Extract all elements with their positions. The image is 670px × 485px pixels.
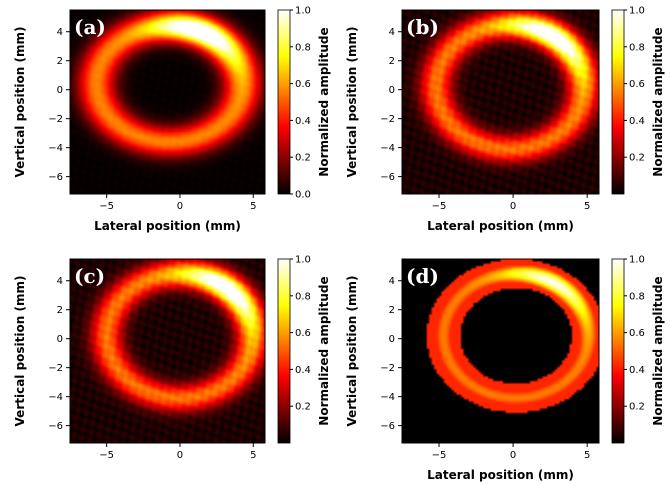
plot-frame — [69, 9, 266, 195]
y-axis-label: Vertical position (mm) — [13, 276, 27, 427]
y-tick-label: 2 — [57, 305, 63, 316]
panel-label: (b) — [406, 15, 439, 39]
y-tick-label: −4 — [48, 143, 63, 154]
colorbar-tick-label: 0.4 — [629, 365, 645, 376]
y-axis-label: Vertical position (mm) — [345, 276, 359, 427]
y-tick-label: 0 — [389, 85, 395, 96]
colorbar-tick-label: 0.4 — [629, 116, 645, 127]
y-tick-label: −4 — [380, 143, 395, 154]
colorbar-tick-label: 0.6 — [295, 328, 311, 339]
colorbar-label: Normalized amplitude — [317, 27, 331, 176]
panel-label: (d) — [406, 264, 439, 288]
y-tick-label: 4 — [57, 276, 63, 287]
y-tick-label: −6 — [380, 421, 395, 432]
y-tick-label: −2 — [380, 114, 395, 125]
plot-frame — [401, 9, 600, 195]
x-tick-label: −5 — [432, 450, 447, 461]
y-tick-label: −2 — [48, 114, 63, 125]
x-axis-label: Lateral position (mm) — [427, 219, 574, 233]
colorbar-tick-label: 0.8 — [629, 42, 645, 53]
y-tick-label: 0 — [57, 334, 63, 345]
heatmap-image — [70, 10, 265, 194]
heatmap-image — [402, 259, 599, 443]
colorbar-tick-label: 0.2 — [629, 402, 645, 413]
y-tick-label: −4 — [48, 392, 63, 403]
colorbar-tick-label: 0.6 — [629, 328, 645, 339]
panel-1: (a) −5 0 5 4 2 0 −2 −4 −6 Lateral position (mm) Ver… — [13, 6, 331, 234]
colorbar-tick-label: 1.0 — [295, 6, 311, 17]
y-tick-label: −6 — [48, 172, 63, 183]
colorbar-tick-label: 0.0 — [295, 190, 311, 201]
y-tick-label: −2 — [48, 363, 63, 374]
y-tick-label: 2 — [57, 56, 63, 67]
colorbar-tick-label: 0.2 — [629, 153, 645, 164]
y-tick-label: 2 — [389, 305, 395, 316]
colorbar-label: Normalized amplitude — [317, 276, 331, 425]
colorbar-tick-label: 1.0 — [629, 255, 645, 266]
panel-2: (b) −5 0 5 4 2 0 −2 −4 −6 Lateral position (mm) Ver… — [345, 6, 665, 234]
colorbar-tick-label: 0.4 — [295, 116, 311, 127]
y-axis-label: Vertical position (mm) — [13, 27, 27, 178]
x-axis-label: Lateral position (mm) — [427, 468, 574, 482]
y-tick-label: 0 — [57, 85, 63, 96]
colorbar-tick-label: 0.2 — [295, 402, 311, 413]
y-tick-label: 2 — [389, 56, 395, 67]
colorbar-tick-label: 0.8 — [295, 42, 311, 53]
y-tick-label: −6 — [48, 421, 63, 432]
colorbar-tick-label: 0.8 — [295, 291, 311, 302]
y-axis-label: Vertical position (mm) — [345, 27, 359, 178]
y-tick-label: −4 — [380, 392, 395, 403]
y-tick-label: 4 — [57, 27, 63, 38]
panel-4: (d) −5 0 5 4 2 0 −2 −4 −6 Lateral position (mm) Ver… — [345, 255, 665, 483]
heatmap-image — [402, 10, 599, 194]
colorbar-tick-label: 0.8 — [629, 291, 645, 302]
x-tick-label: −5 — [99, 201, 114, 212]
x-tick-label: 0 — [177, 201, 183, 212]
colorbar-label: Normalized amplitude — [651, 27, 665, 176]
plot-frame — [69, 258, 266, 444]
colorbar-label: Normalized amplitude — [651, 276, 665, 425]
colorbar — [611, 9, 625, 195]
colorbar — [277, 9, 291, 195]
colorbar-tick-label: 1.0 — [629, 6, 645, 17]
x-tick-label: 0 — [510, 201, 516, 212]
plot-frame — [401, 258, 600, 444]
panel-3: (c) −5 0 5 4 2 0 −2 −4 −6 Vertical position (mm) 0.… — [13, 255, 331, 462]
heatmap-image — [70, 259, 265, 443]
colorbar-tick-label: 0.4 — [295, 365, 311, 376]
x-axis-label: Lateral position (mm) — [94, 219, 241, 233]
y-tick-label: −6 — [380, 172, 395, 183]
colorbar — [611, 258, 625, 444]
colorbar — [277, 258, 291, 444]
x-tick-label: 0 — [510, 450, 516, 461]
y-tick-label: 4 — [389, 276, 395, 287]
colorbar-tick-label: 0.2 — [295, 153, 311, 164]
x-tick-label: −5 — [432, 201, 447, 212]
x-tick-label: 5 — [584, 201, 590, 212]
x-tick-label: 5 — [250, 450, 256, 461]
y-tick-label: −2 — [380, 363, 395, 374]
y-tick-label: 0 — [389, 334, 395, 345]
colorbar-tick-label: 0.6 — [295, 79, 311, 90]
x-tick-label: 5 — [250, 201, 256, 212]
x-tick-label: −5 — [99, 450, 114, 461]
colorbar-tick-label: 1.0 — [295, 255, 311, 266]
panel-label: (c) — [74, 264, 105, 288]
x-tick-label: 0 — [177, 450, 183, 461]
y-tick-label: 4 — [389, 27, 395, 38]
colorbar-tick-label: 0.6 — [629, 79, 645, 90]
panel-label: (a) — [74, 15, 106, 39]
x-tick-label: 5 — [584, 450, 590, 461]
